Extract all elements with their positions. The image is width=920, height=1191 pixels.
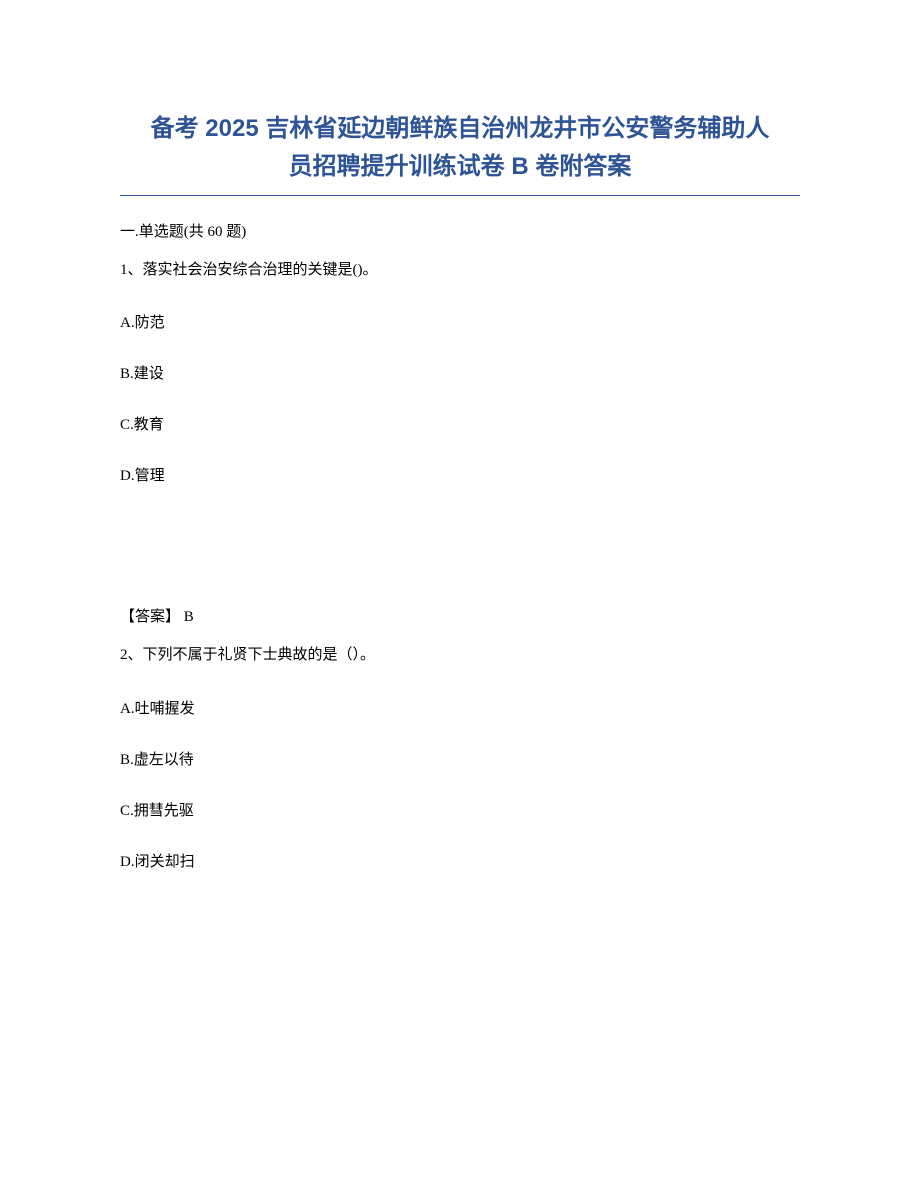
section-header: 一.单选题(共 60 题) (120, 220, 800, 241)
question-1-option-a: A.防范 (120, 311, 800, 332)
question-2-option-b: B.虚左以待 (120, 748, 800, 769)
document-title: 备考 2025 吉林省延边朝鲜族自治州龙井市公安警务辅助人 员招聘提升训练试卷 … (120, 110, 800, 187)
title-underline (120, 195, 800, 196)
question-1-option-d: D.管理 (120, 464, 800, 485)
question-2-option-c: C.拥彗先驱 (120, 799, 800, 820)
question-2-option-a: A.吐哺握发 (120, 697, 800, 718)
question-1-option-b: B.建设 (120, 362, 800, 383)
question-2-option-d: D.闭关却扫 (120, 850, 800, 871)
question-1-answer: 【答案】 B (120, 605, 800, 626)
question-2-text: 2、下列不属于礼贤下士典故的是（）。 (120, 644, 800, 667)
question-1-text: 1、落实社会治安综合治理的关键是()。 (120, 259, 800, 282)
title-line-1: 备考 2025 吉林省延边朝鲜族自治州龙井市公安警务辅助人 (120, 110, 800, 148)
question-1-option-c: C.教育 (120, 413, 800, 434)
title-line-2: 员招聘提升训练试卷 B 卷附答案 (120, 148, 800, 186)
